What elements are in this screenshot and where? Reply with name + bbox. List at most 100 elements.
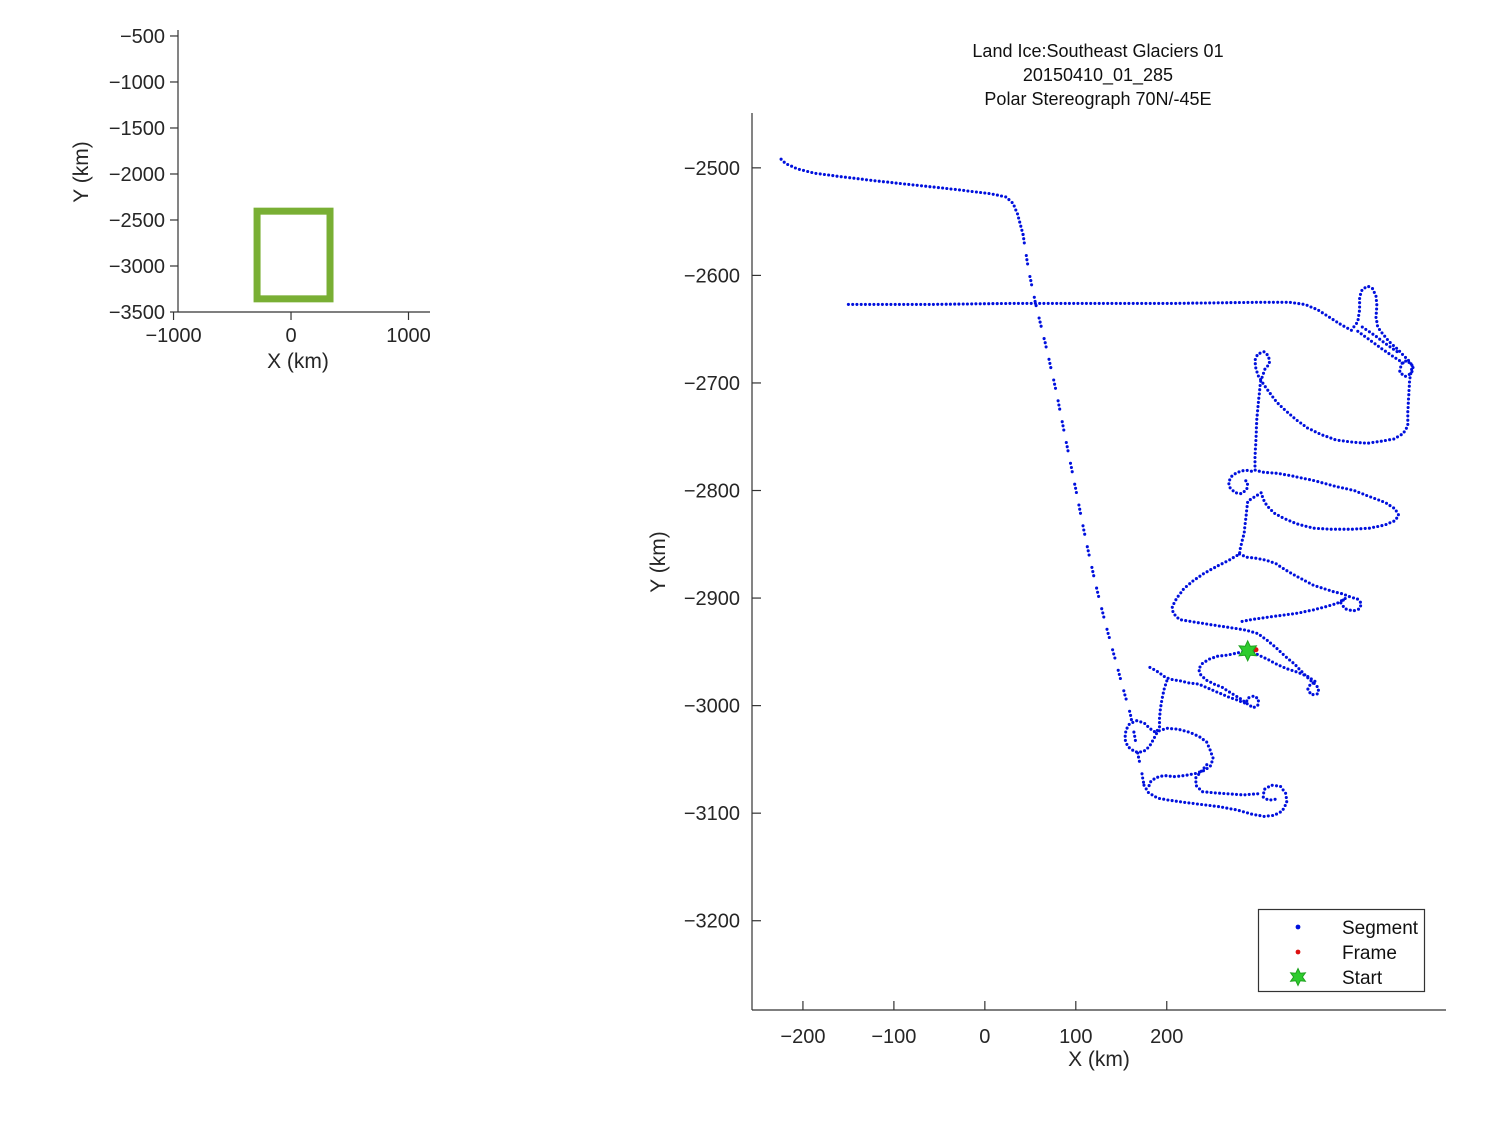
segment-dot <box>1062 428 1066 432</box>
segment-dot <box>1194 733 1198 737</box>
segment-dot <box>1228 486 1232 490</box>
segment-dot <box>1233 301 1237 305</box>
segment-dot <box>1306 687 1310 691</box>
segment-dot <box>1164 774 1168 778</box>
segment-dot <box>1345 439 1350 444</box>
segment-dot <box>1125 726 1129 730</box>
segment-dot <box>1373 496 1377 501</box>
segment-dot <box>1187 801 1191 805</box>
segment-dot <box>1242 701 1247 705</box>
legend-label-segment: Segment <box>1342 918 1419 939</box>
segment-dot <box>1308 525 1312 529</box>
segment-dot <box>1327 588 1331 592</box>
segment-dot <box>1226 792 1230 796</box>
segment-dot <box>1148 301 1152 305</box>
segment-dot <box>1069 465 1073 470</box>
segment-dot <box>1276 402 1280 406</box>
segment-dot <box>1056 399 1060 403</box>
segment-bowtie-strand-2 <box>1360 325 1399 354</box>
segment-mid-lobe <box>1237 552 1363 623</box>
segment-bowtie-strand-1 <box>1356 329 1405 365</box>
segment-dot <box>1274 562 1278 566</box>
segment-dot <box>1133 734 1137 738</box>
overview-y-tick-label: −3000 <box>109 256 165 278</box>
segment-dot <box>869 178 873 182</box>
segment-dot <box>1317 308 1321 312</box>
segment-dot <box>1381 499 1385 504</box>
segment-dot <box>1114 301 1118 305</box>
segment-dot <box>931 302 935 306</box>
segment-dot <box>1193 771 1197 776</box>
segment-dot <box>1251 792 1256 796</box>
segment-dot <box>928 185 932 189</box>
segment-dot <box>872 302 876 306</box>
segment-dot <box>1178 301 1182 305</box>
segment-dot <box>1371 440 1375 444</box>
segment-dot <box>843 175 847 179</box>
segment-dot <box>1068 461 1073 465</box>
segment-dot <box>1093 301 1097 305</box>
segment-dot <box>1279 404 1283 409</box>
segment-dot <box>1253 357 1257 362</box>
segment-dot <box>1245 482 1250 486</box>
segment-dot <box>1317 431 1321 436</box>
segment-dot <box>831 174 835 178</box>
segment-dot <box>1253 464 1257 468</box>
segment-dot <box>1148 665 1152 669</box>
segment-dot <box>1096 590 1100 594</box>
segment-dot <box>1390 354 1394 358</box>
segment-dot <box>1230 626 1234 630</box>
segment-dot <box>1256 400 1260 404</box>
segment-dot <box>1205 790 1209 794</box>
segment-dot <box>1305 303 1309 307</box>
segment-dot <box>793 166 797 170</box>
segment-dot <box>1202 676 1206 680</box>
segment-dot <box>1294 670 1298 674</box>
segment-dot <box>1215 690 1219 694</box>
segment-dot <box>1248 618 1252 622</box>
segment-dot <box>902 302 906 306</box>
segment-dot <box>1150 793 1154 797</box>
segment-dot <box>1267 505 1271 509</box>
segment-dot <box>1397 359 1402 363</box>
segment-dot <box>1294 664 1298 668</box>
segment-dot <box>1341 439 1345 443</box>
segment-dot <box>1295 611 1299 615</box>
segment-dot <box>1284 795 1288 800</box>
segment-dot <box>1266 814 1270 818</box>
segment-dot <box>1407 393 1411 397</box>
segment-dot <box>1253 362 1257 366</box>
segment-dot <box>1220 654 1224 658</box>
segment-dot <box>1025 301 1029 305</box>
segment-dot <box>1231 489 1235 493</box>
segment-dot <box>1241 554 1245 558</box>
segment-dot <box>953 187 957 191</box>
segment-dot <box>974 302 978 306</box>
segment-dot <box>1106 631 1110 635</box>
segment-dot <box>1372 290 1376 294</box>
segment-dot <box>1356 329 1360 333</box>
segment-dot <box>1157 301 1161 305</box>
segment-dot <box>1394 356 1398 360</box>
main-y-tick-label: −2900 <box>684 588 740 610</box>
segment-dot <box>1142 749 1147 753</box>
segment-dot <box>822 172 826 177</box>
segment-dot <box>1279 784 1283 789</box>
segment-dot <box>1228 652 1232 657</box>
segment-dot <box>1265 615 1269 619</box>
segment-dot <box>1205 678 1209 682</box>
segment-dot <box>1238 546 1242 551</box>
segment-dot <box>1194 780 1198 784</box>
segment-dot <box>1165 679 1169 683</box>
segment-dot <box>1152 777 1156 781</box>
segment-dot <box>1258 557 1262 561</box>
segment-dot <box>953 302 957 306</box>
segment-dot <box>1309 428 1313 432</box>
segment-dot <box>1284 300 1288 304</box>
segment-dot <box>1263 787 1267 791</box>
segment-dot <box>1166 798 1170 802</box>
segment-dot <box>1078 511 1083 515</box>
segment-dot <box>1024 253 1028 258</box>
overview-x-tick-label: 0 <box>285 325 296 347</box>
segment-dot <box>1157 716 1162 720</box>
